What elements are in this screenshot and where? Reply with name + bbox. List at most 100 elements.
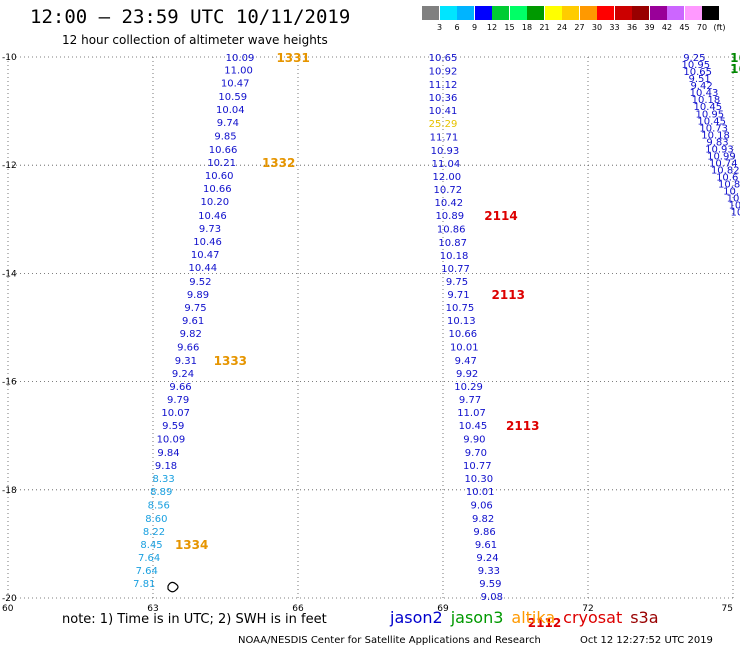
wave-height-value: 10.43 [690,88,719,99]
wave-height-value: 10.47 [221,78,250,89]
legend-entry: s3a [630,608,659,627]
color-swatch [649,6,667,20]
wave-height-value: 10.89 [435,211,464,222]
y-tick-label: -10 [2,53,17,63]
wave-height-value: 9.31 [175,356,197,367]
color-scale-label: (ft) [713,23,726,32]
pass-number-label: 1331 [276,51,309,65]
color-scale-label: 12 [486,23,498,32]
color-scale-label: 27 [574,23,585,32]
wave-height-value: 10.60 [205,171,234,182]
pass-number-label: 1333 [214,354,247,368]
wave-height-value: 9.86 [473,527,495,538]
legend-entry: cryosat [563,608,623,627]
wave-height-value: 9.83 [706,137,728,148]
wave-height-value: 10.46 [198,211,227,222]
footer-note: note: 1) Time is in UTC; 2) SWH is in fe… [62,612,327,627]
wave-height-value: 11.71 [430,133,459,144]
wave-height-value: 9.90 [463,434,485,445]
wave-height-value: 9.59 [479,579,501,590]
wave-height-value: 9.82 [180,329,202,340]
wave-height-value: 10.44 [188,263,217,274]
wave-height-value: 10.66 [448,329,477,340]
color-swatch [457,6,474,20]
wave-height-value: 10.41 [429,106,458,117]
wave-height-value: 10.8 [718,180,740,191]
wave-height-value: 9.08 [481,592,503,603]
axis-ticks: 60 63 66 69 72 75 -10 -12 -14 -16 -18 -20 [2,53,733,614]
track-middle: 10.65 10.92 11.12 10.36 10.41 25.29 11.71 10.93… [429,53,503,603]
wave-height-value: 10.87 [438,238,467,249]
color-swatch [579,6,597,20]
wave-height-value: 10.65 [683,67,712,78]
pass-number-label: 165 [730,62,740,76]
wave-height-value: 10.66 [209,145,238,156]
color-scale-label: 9 [471,23,478,32]
wave-height-value: 12.00 [433,172,462,183]
wave-height-value: 10.82 [711,166,740,177]
color-swatch [492,6,509,20]
wave-height-value: 9.82 [472,514,494,525]
wave-height-value: 10.36 [429,93,458,104]
wave-height-tracks: 10.0911.0010.4710.5910.049.749.8510.6610… [133,53,740,603]
track-left: 10.0911.0010.4710.5910.049.749.8510.6610… [133,53,254,590]
color-scale-label: 39 [644,23,655,32]
color-swatch [684,6,702,20]
color-swatch [544,6,562,20]
timestamp: Oct 12 12:27:52 UTC 2019 [580,635,713,646]
pass-number-label: 165 [730,51,740,65]
wave-height-value: 8.33 [153,474,175,485]
wave-height-value: 11.12 [429,80,458,91]
wave-height-value: 8.89 [150,487,172,498]
wave-height-value: 10.95 [695,109,724,120]
legend-entry: altika [511,608,556,627]
wave-height-value: 10 [727,194,740,205]
wave-height-value: 9.42 [690,81,712,92]
x-tick-label: 75 [722,604,733,614]
wave-height-value: 10.18 [440,251,469,262]
wave-height-value: 10.04 [216,105,245,116]
wave-height-value: 9.92 [456,369,478,380]
color-scale-label: 33 [609,23,620,32]
color-swatch [614,6,632,20]
wave-height-value: 10.01 [466,487,495,498]
satellite-legend: jason2 jason3 altika cryosat s3a [390,608,667,627]
wave-height-value: 11.00 [224,65,253,76]
wave-height-value: 10.86 [437,224,466,235]
wave-height-value: 10.6 [716,173,738,184]
wave-height-value: 9.61 [182,316,204,327]
color-swatch [632,6,649,20]
color-swatch [702,6,719,20]
wave-height-value: 9.59 [162,421,184,432]
color-scale-label: 24 [556,23,568,32]
wave-height-value: 10 [730,208,740,219]
wave-height-value: 9.71 [447,290,469,301]
wave-height-value: 11.04 [432,159,461,170]
wave-height-value: 10.42 [434,198,463,209]
color-swatch [439,6,457,20]
wave-height-value: 9.18 [155,461,177,472]
color-scale-label: 42 [661,23,673,32]
map-grid [7,56,734,599]
wave-height-value: 10. [723,187,739,198]
wave-height-value: 10.77 [463,461,492,472]
wave-height-value: 10.45 [459,421,488,432]
wave-height-value: 10.45 [697,116,726,127]
wave-height-value: 9.66 [169,382,191,393]
y-tick-label: -12 [2,161,17,171]
x-tick-label: 72 [582,604,593,614]
map-subtitle: 12 hour collection of altimeter wave hei… [62,33,328,47]
color-swatch [597,6,614,20]
wave-height-value: 10.21 [207,158,236,169]
wave-height-value: 10.99 [707,151,736,162]
color-scale-label: 21 [539,23,550,32]
color-scale-label: 45 [679,23,690,32]
pass-number-label: 1334 [175,538,208,552]
pass-number-label: 2114 [484,209,517,223]
wave-height-value: 10.65 [429,53,458,64]
wave-height-value: 10.45 [694,102,723,113]
pass-number-label: 2112 [528,616,561,630]
wave-height-value: 9.89 [187,290,209,301]
wave-height-value: 8.60 [145,514,167,525]
